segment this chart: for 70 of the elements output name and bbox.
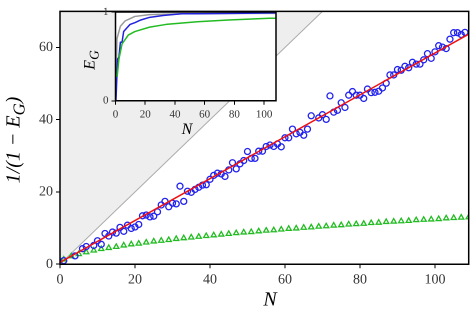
point [188, 234, 194, 240]
point [352, 220, 360, 226]
point [76, 250, 82, 256]
point [112, 243, 120, 250]
x-axis-title: N [182, 121, 192, 139]
point [262, 226, 270, 233]
point [345, 220, 352, 227]
point [225, 230, 232, 236]
x-tick-label: 0 [56, 272, 64, 288]
point [450, 214, 457, 220]
x-tick-label: 20 [128, 272, 142, 288]
point [218, 230, 224, 237]
point [128, 240, 134, 246]
point [105, 244, 112, 250]
point [195, 233, 202, 239]
point [172, 235, 180, 242]
x-tick-label: 80 [228, 108, 240, 120]
point [458, 214, 464, 220]
point [68, 252, 74, 258]
y-tick-label: 60 [39, 40, 53, 56]
point [375, 219, 382, 225]
point [210, 232, 217, 238]
point [135, 240, 142, 246]
y-tick-label: 20 [39, 184, 53, 200]
point [382, 218, 390, 224]
point [120, 242, 127, 248]
x-tick-label: 40 [202, 272, 217, 288]
point [360, 220, 367, 226]
point [390, 218, 397, 224]
x-tick-label: 60 [278, 272, 292, 288]
x-axis-title: N [263, 288, 277, 312]
point [420, 216, 427, 222]
point [180, 234, 187, 240]
x-tick-label: 40 [169, 108, 181, 120]
point [83, 248, 90, 254]
point [398, 218, 404, 224]
point [338, 222, 344, 228]
point [248, 228, 254, 234]
point [240, 228, 247, 235]
point [255, 228, 262, 234]
point [98, 245, 104, 252]
point [270, 226, 277, 232]
point [202, 232, 210, 238]
point [412, 216, 420, 222]
x-tick-label: 80 [352, 272, 367, 288]
point [435, 215, 442, 222]
point [285, 225, 292, 231]
point [322, 222, 330, 228]
point [165, 236, 172, 242]
point [278, 226, 284, 232]
point [428, 216, 434, 222]
point [405, 217, 412, 224]
point [308, 224, 314, 230]
x-tick-label: 100 [424, 272, 446, 288]
point [142, 238, 150, 245]
y-tick-label: 0 [46, 256, 53, 272]
point [442, 214, 450, 220]
point [368, 219, 374, 226]
point [292, 224, 300, 231]
point [150, 238, 157, 244]
point [232, 229, 240, 236]
point [315, 222, 322, 229]
x-tick-label: 0 [112, 108, 119, 120]
point [158, 237, 164, 243]
point [330, 222, 337, 228]
x-tick-label: 20 [140, 108, 152, 120]
x-tick-label: 60 [199, 108, 211, 120]
x-tick-label: 100 [256, 108, 273, 120]
point [90, 246, 97, 253]
point [300, 224, 307, 230]
